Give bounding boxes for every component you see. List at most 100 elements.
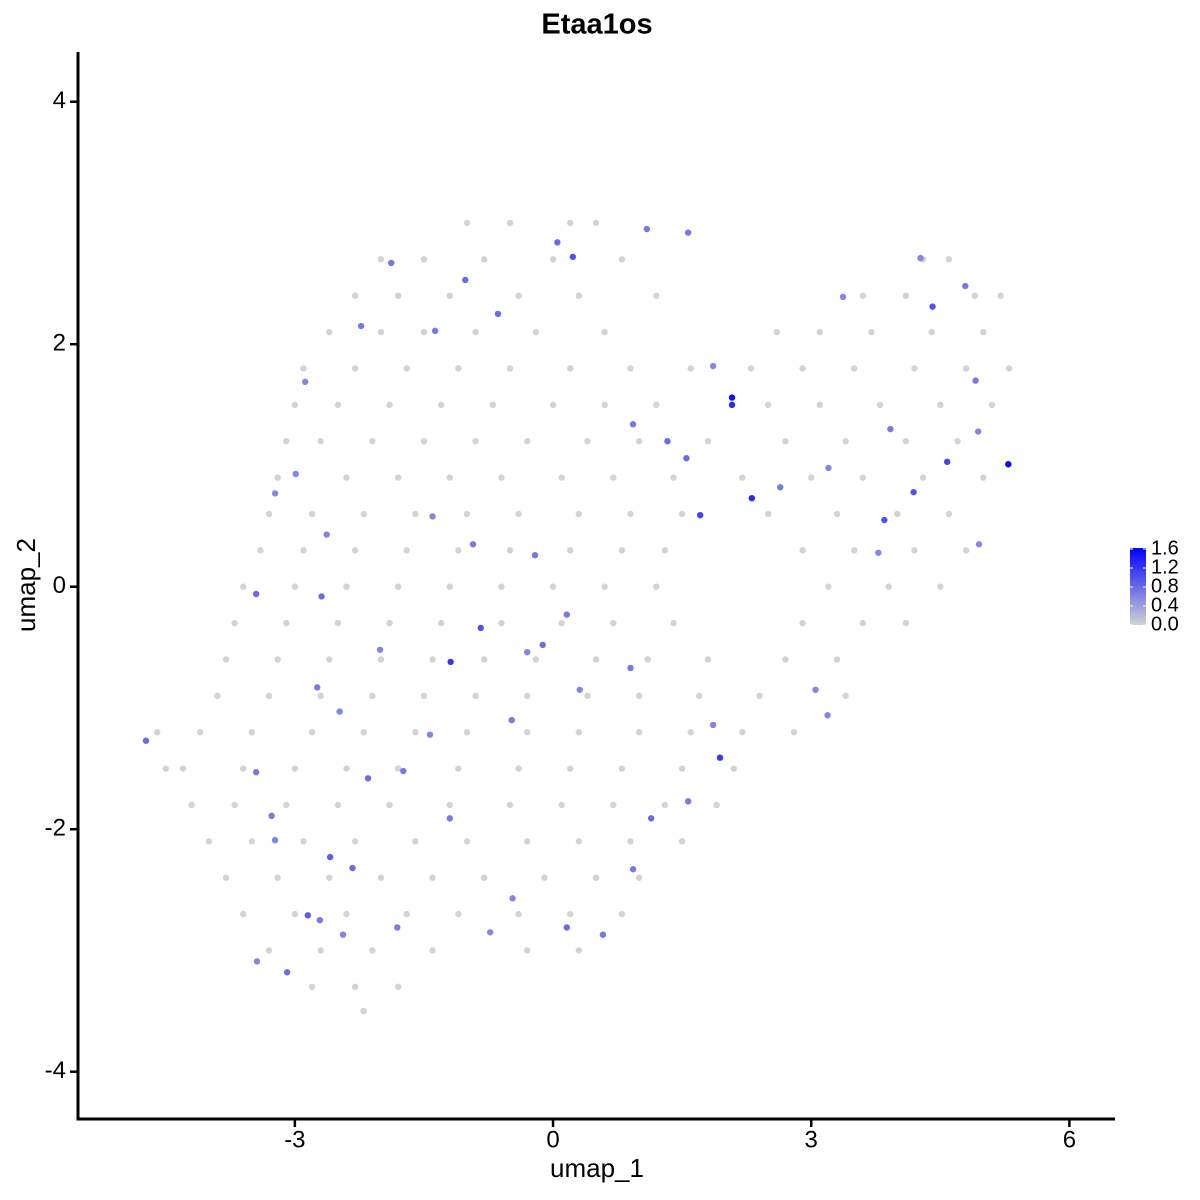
cell-point <box>678 765 686 772</box>
cell-point <box>988 401 996 409</box>
cell-point <box>962 282 969 290</box>
cell-point <box>592 874 600 881</box>
cell-point <box>153 729 161 736</box>
cell-point <box>437 401 445 409</box>
cell-point <box>429 656 436 663</box>
cell-point <box>480 256 488 263</box>
cell-point <box>569 253 577 261</box>
cell-point <box>756 692 763 700</box>
cell-point <box>292 470 299 478</box>
cell-point <box>524 838 531 845</box>
cell-point <box>386 619 393 627</box>
cell-point <box>532 656 540 663</box>
cell-point <box>812 686 819 693</box>
cell-point <box>643 225 651 233</box>
cell-point <box>431 327 439 335</box>
cell-point <box>610 474 617 481</box>
cell-point <box>601 583 608 590</box>
y-tick-label: 0 <box>53 572 66 599</box>
cell-point <box>253 958 261 965</box>
cell-point <box>748 495 756 502</box>
cell-point <box>894 510 901 518</box>
cell-point <box>635 692 643 700</box>
cell-point <box>326 328 333 336</box>
cell-point <box>859 474 867 481</box>
cell-point <box>437 619 445 627</box>
cell-point <box>291 910 299 918</box>
cell-point <box>179 765 187 772</box>
cell-point <box>412 838 419 845</box>
cell-point <box>231 619 238 627</box>
cell-point <box>455 365 462 372</box>
cell-point <box>962 365 970 372</box>
cell-point <box>360 729 367 736</box>
cell-point <box>394 765 402 772</box>
cell-point <box>739 729 746 736</box>
y-tick-label: -4 <box>45 1057 66 1084</box>
cell-point <box>455 547 462 554</box>
cell-point <box>300 547 307 554</box>
cell-point <box>532 328 540 336</box>
cell-point <box>446 583 453 590</box>
cell-point <box>661 801 669 809</box>
cell-point <box>584 438 591 445</box>
cell-point <box>902 292 910 299</box>
cell-point <box>881 516 888 524</box>
cell-point <box>524 438 531 445</box>
cell-point <box>567 365 574 372</box>
cell-point <box>472 692 479 700</box>
cell-point <box>887 425 894 433</box>
cell-point <box>463 729 471 736</box>
cell-point <box>446 292 453 299</box>
cell-point <box>343 583 350 590</box>
cell-point <box>549 583 557 590</box>
cell-point <box>554 239 561 246</box>
cell-point <box>592 656 600 663</box>
cell-point <box>369 692 376 700</box>
cell-point <box>670 619 677 627</box>
y-axis-label: umap_2 <box>11 538 41 632</box>
cell-point <box>197 729 204 736</box>
cell-point <box>558 801 565 809</box>
cell-point <box>300 365 307 372</box>
cell-point <box>369 438 376 445</box>
cell-point <box>816 328 824 336</box>
cell-point <box>997 292 1004 299</box>
cell-point <box>394 924 401 931</box>
cell-point <box>1005 365 1013 372</box>
cell-point <box>480 656 488 663</box>
cell-point <box>773 328 780 336</box>
cell-point <box>664 438 671 445</box>
cell-point <box>618 910 626 918</box>
cell-point <box>498 474 505 481</box>
cell-point <box>833 656 841 663</box>
cell-point <box>661 547 669 554</box>
cell-point <box>463 510 471 518</box>
cell-point <box>317 692 324 700</box>
cell-point <box>730 765 737 772</box>
x-tick-label: 0 <box>546 1126 559 1153</box>
cell-point <box>687 729 694 736</box>
cell-point <box>388 259 395 267</box>
cell-point <box>825 583 832 590</box>
cell-point <box>799 619 806 627</box>
cell-point <box>876 401 884 409</box>
cell-point <box>716 754 724 761</box>
cell-point <box>291 765 299 772</box>
cell-point <box>291 583 299 590</box>
cell-point <box>684 229 692 236</box>
cell-point <box>317 947 324 954</box>
cell-point <box>919 474 927 481</box>
cell-point <box>377 328 385 336</box>
cell-point <box>429 947 436 954</box>
colorbar-label: 1.2 <box>1151 556 1179 578</box>
cell-point <box>635 438 643 445</box>
cell-point <box>494 310 502 318</box>
cell-point <box>403 547 410 554</box>
cell-point <box>782 438 789 445</box>
cell-point <box>403 910 410 918</box>
cell-point <box>188 801 195 809</box>
cell-point <box>799 547 806 554</box>
cell-point <box>222 874 230 881</box>
